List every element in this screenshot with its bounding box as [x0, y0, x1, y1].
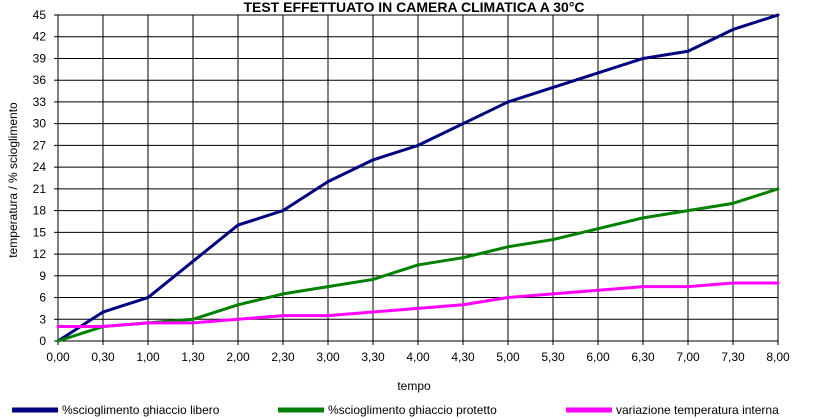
x-tick-label: 6,30 — [631, 350, 655, 364]
data-point — [236, 223, 240, 227]
x-tick-label: 7,00 — [676, 350, 700, 364]
x-tick-label: 3,30 — [361, 350, 385, 364]
y-tick-label: 36 — [33, 73, 47, 87]
x-tick-label: 2,30 — [271, 350, 295, 364]
legend-label: variazione temperatura interna — [616, 403, 779, 417]
data-point — [776, 13, 780, 17]
data-point — [371, 158, 375, 162]
data-point — [641, 56, 645, 60]
data-point — [371, 310, 375, 314]
data-point — [461, 256, 465, 260]
y-tick-label: 27 — [33, 138, 47, 152]
data-point — [191, 321, 195, 325]
y-tick-label: 33 — [33, 95, 47, 109]
data-point — [551, 292, 555, 296]
data-point — [326, 180, 330, 184]
data-point — [56, 339, 60, 343]
y-tick-label: 6 — [39, 291, 46, 305]
legend-label: %scioglimento ghiaccio protetto — [328, 403, 497, 417]
legend: %scioglimento ghiaccio libero %scioglimen… — [12, 403, 779, 417]
y-tick-label: 12 — [33, 247, 47, 261]
data-point — [731, 201, 735, 205]
data-point — [416, 143, 420, 147]
data-point — [596, 227, 600, 231]
data-point — [776, 187, 780, 191]
data-point — [686, 285, 690, 289]
data-point — [506, 100, 510, 104]
x-tick-label: 0,00 — [46, 350, 70, 364]
data-point — [281, 209, 285, 213]
x-tick-label: 7,30 — [721, 350, 745, 364]
x-axis-label: tempo — [397, 379, 431, 393]
data-point — [236, 317, 240, 321]
chart-title: TEST EFFETTUATO IN CAMERA CLIMATICA A 30… — [243, 0, 584, 15]
legend-label: %scioglimento ghiaccio libero — [62, 403, 220, 417]
x-tick-label: 5,30 — [541, 350, 565, 364]
x-tick-label: 1,30 — [181, 350, 205, 364]
data-point — [776, 281, 780, 285]
plot-frame — [57, 14, 779, 342]
data-point — [686, 49, 690, 53]
x-tick-label: 0,30 — [91, 350, 115, 364]
grid — [54, 14, 779, 345]
data-point — [281, 292, 285, 296]
data-point — [146, 321, 150, 325]
data-point — [326, 314, 330, 318]
y-tick-label: 45 — [33, 8, 47, 22]
x-tick-label: 4,00 — [406, 350, 430, 364]
x-tick-label: 2,00 — [226, 350, 250, 364]
series-lines — [56, 13, 780, 343]
x-tick-label: 3,00 — [316, 350, 340, 364]
y-tick-label: 21 — [33, 182, 47, 196]
data-point — [506, 245, 510, 249]
data-point — [596, 288, 600, 292]
data-point — [551, 85, 555, 89]
data-point — [191, 259, 195, 263]
data-point — [551, 238, 555, 242]
y-tick-label: 9 — [39, 269, 46, 283]
data-point — [731, 27, 735, 31]
data-point — [641, 216, 645, 220]
y-tick-label: 3 — [39, 312, 46, 326]
data-point — [731, 281, 735, 285]
x-tick-label: 5,00 — [496, 350, 520, 364]
y-tick-label: 30 — [33, 117, 47, 131]
data-point — [461, 122, 465, 126]
x-tick-label: 4,30 — [451, 350, 475, 364]
y-tick-label: 39 — [33, 51, 47, 65]
data-point — [416, 263, 420, 267]
data-point — [371, 277, 375, 281]
y-tick-label: 18 — [33, 204, 47, 218]
y-tick-label: 0 — [39, 334, 46, 348]
data-point — [686, 209, 690, 213]
data-point — [506, 296, 510, 300]
y-tick-label: 24 — [33, 160, 47, 174]
x-tick-label: 8,00 — [766, 350, 790, 364]
data-point — [326, 285, 330, 289]
data-point — [101, 310, 105, 314]
data-point — [596, 71, 600, 75]
ticks: 0,00 0,30 1,00 1,30 2,00 2,30 3,00 3,30 4,00 4,30… — [33, 8, 790, 364]
x-tick-label: 1,00 — [136, 350, 160, 364]
data-point — [281, 314, 285, 318]
data-point — [146, 296, 150, 300]
y-axis-label: temperatura / % scioglimento — [6, 102, 20, 258]
y-tick-label: 15 — [33, 225, 47, 239]
data-point — [191, 317, 195, 321]
data-point — [416, 306, 420, 310]
data-point — [101, 325, 105, 329]
data-point — [641, 285, 645, 289]
data-point — [56, 325, 60, 329]
data-point — [461, 303, 465, 307]
data-point — [236, 303, 240, 307]
y-tick-label: 42 — [33, 30, 47, 44]
x-tick-label: 6,00 — [586, 350, 610, 364]
